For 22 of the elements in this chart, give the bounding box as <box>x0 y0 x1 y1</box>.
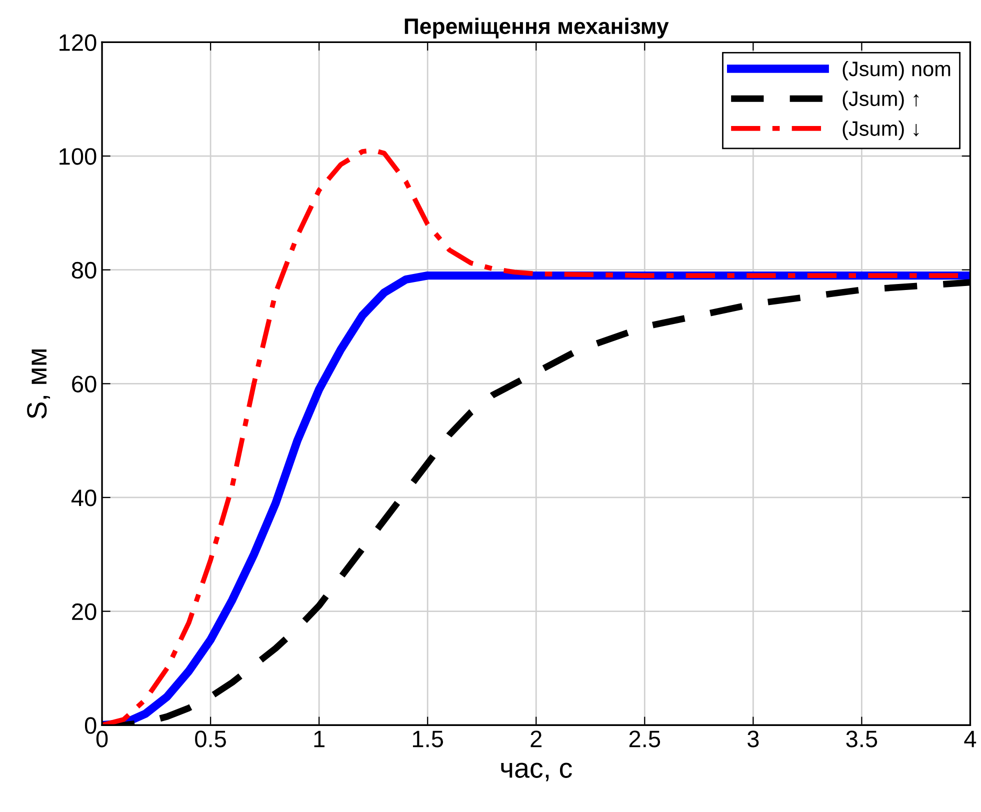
y-tick-label: 20 <box>72 603 96 620</box>
x-tick-label: 2 <box>530 730 542 748</box>
x-tick-label: 2.5 <box>629 730 660 748</box>
y-tick-label: 120 <box>60 34 96 52</box>
x-tick-label: 3.5 <box>846 730 878 748</box>
y-tick-label: 100 <box>60 148 96 165</box>
x-tick-label: 4 <box>964 730 976 748</box>
chart-title: Переміщення механізму <box>404 18 669 38</box>
legend-label: (Jsum) ↑ <box>842 90 919 110</box>
y-tick-label: 80 <box>72 262 96 279</box>
y-tick-label: 60 <box>72 376 96 392</box>
y-axis-title: S, мм <box>27 350 50 418</box>
y-tick-label: 40 <box>71 490 96 506</box>
x-tick-label: 1.5 <box>412 730 444 748</box>
y-tick-label: 0 <box>84 717 96 734</box>
legend-label: (Jsum) ↓ <box>842 120 919 140</box>
x-tick-label: 3 <box>748 730 759 748</box>
x-tick-label: 0.5 <box>195 730 226 748</box>
legend-label: (Jsum) nom <box>842 60 950 80</box>
x-tick-label: 0 <box>96 730 108 748</box>
x-tick-label: 1 <box>314 730 324 748</box>
x-axis-title: час, с <box>501 762 572 782</box>
